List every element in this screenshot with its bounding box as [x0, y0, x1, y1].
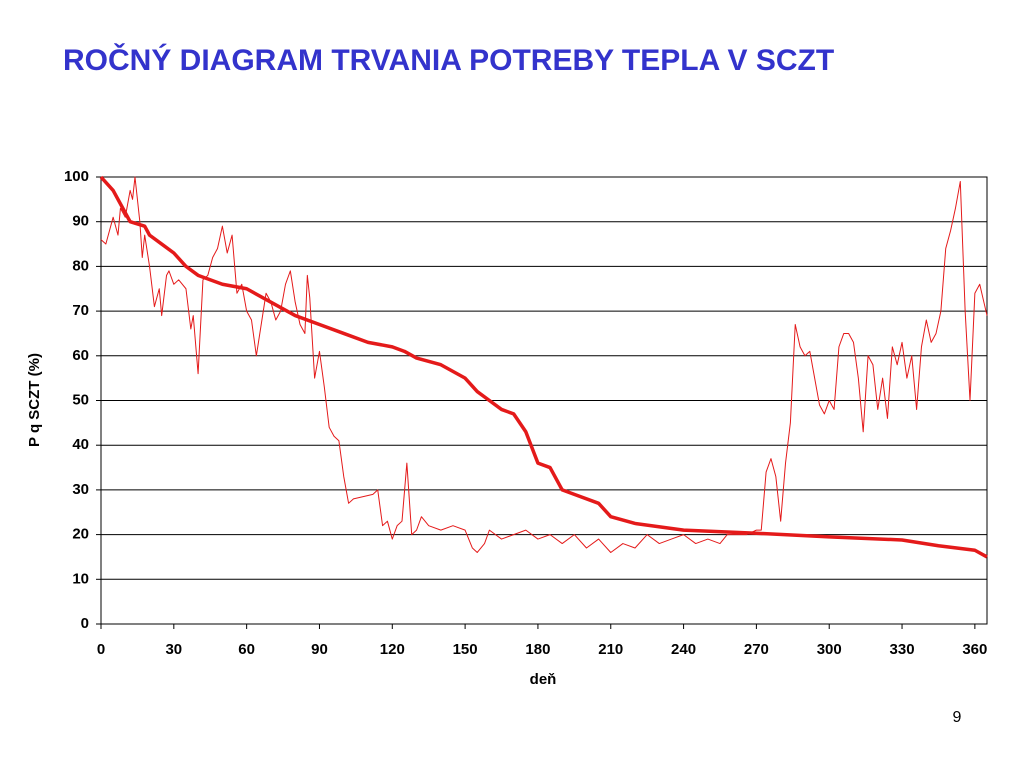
- y-tick-label: 50: [72, 391, 89, 408]
- y-tick-label: 80: [72, 257, 89, 274]
- x-tick-label: 240: [671, 641, 696, 658]
- y-tick-label: 40: [72, 436, 89, 453]
- y-tick-label: 60: [72, 347, 89, 364]
- x-tick-label: 330: [890, 641, 915, 658]
- y-axis-label: P q SCZT (%): [26, 353, 43, 447]
- y-tick-label: 90: [72, 213, 89, 230]
- page-number: 9: [953, 709, 962, 726]
- x-tick-label: 60: [238, 641, 255, 658]
- x-tick-label: 360: [962, 641, 987, 658]
- x-tick-label: 210: [598, 641, 623, 658]
- x-tick-label: 270: [744, 641, 769, 658]
- y-tick-label: 10: [72, 570, 89, 587]
- y-tick-label: 20: [72, 526, 89, 543]
- y-tick-label: 0: [81, 615, 89, 632]
- x-tick-label: 150: [453, 641, 478, 658]
- y-tick-label: 100: [64, 168, 89, 185]
- x-tick-label: 0: [97, 641, 105, 658]
- x-tick-label: 300: [817, 641, 842, 658]
- y-tick-label: 30: [72, 481, 89, 498]
- x-tick-label: 90: [311, 641, 328, 658]
- chart-title: ROČNÝ DIAGRAM TRVANIA POTREBY TEPLA V SC…: [63, 43, 834, 77]
- series-line: [99, 175, 988, 559]
- x-tick-label: 30: [165, 641, 182, 658]
- x-tick-label: 180: [525, 641, 550, 658]
- x-tick-label: 120: [380, 641, 405, 658]
- y-tick-label: 70: [72, 302, 89, 319]
- x-axis-label: deň: [530, 671, 557, 688]
- series-line: [100, 176, 988, 553]
